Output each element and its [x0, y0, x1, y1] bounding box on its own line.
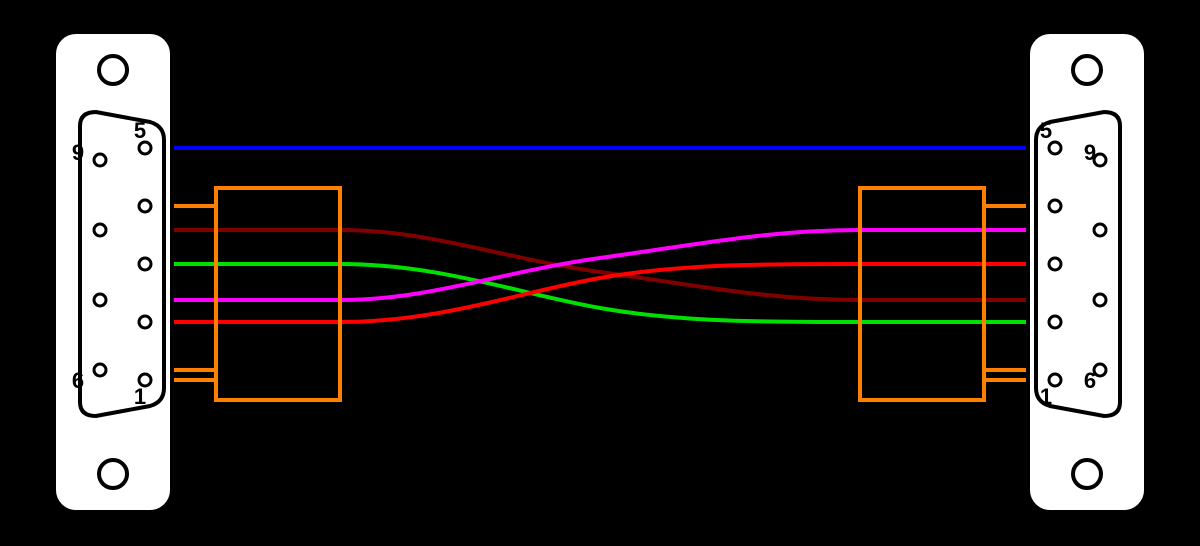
- pin-7: [94, 294, 106, 306]
- pin-9: [94, 154, 106, 166]
- pin-5: [139, 142, 151, 154]
- loopback-box-left: [216, 188, 340, 400]
- db9-connector-left: [54, 32, 172, 512]
- pin-2: [139, 316, 151, 328]
- mount-hole-bottom: [99, 460, 127, 488]
- pin-5: [1049, 142, 1061, 154]
- mount-hole-top: [1073, 56, 1101, 84]
- pin-label-left-9: 9: [72, 140, 84, 165]
- pin-label-right-5: 5: [1040, 118, 1052, 143]
- pin-label-right-1: 1: [1040, 384, 1052, 409]
- pin-label-right-9: 9: [1084, 140, 1096, 165]
- pin-8: [94, 224, 106, 236]
- mount-hole-bottom: [1073, 460, 1101, 488]
- loopback-boxes: [216, 188, 984, 400]
- pin-8: [1094, 224, 1106, 236]
- null-modem-wiring-diagram: 5 9 1 6 5 9 1 6: [0, 0, 1200, 546]
- db9-connector-right: [1028, 32, 1146, 512]
- pin-6: [94, 364, 106, 376]
- pin-3: [1049, 258, 1061, 270]
- pin-label-left-6: 6: [72, 368, 84, 393]
- pin-2: [1049, 316, 1061, 328]
- mount-hole-top: [99, 56, 127, 84]
- pin-label-right-6: 6: [1084, 368, 1096, 393]
- pin-label-left-5: 5: [134, 118, 146, 143]
- pin-4: [139, 200, 151, 212]
- loopback-box-right: [860, 188, 984, 400]
- pin-7: [1094, 294, 1106, 306]
- wire-group: [110, 148, 1090, 380]
- pin-3: [139, 258, 151, 270]
- pin-4: [1049, 200, 1061, 212]
- pin-label-left-1: 1: [134, 384, 146, 409]
